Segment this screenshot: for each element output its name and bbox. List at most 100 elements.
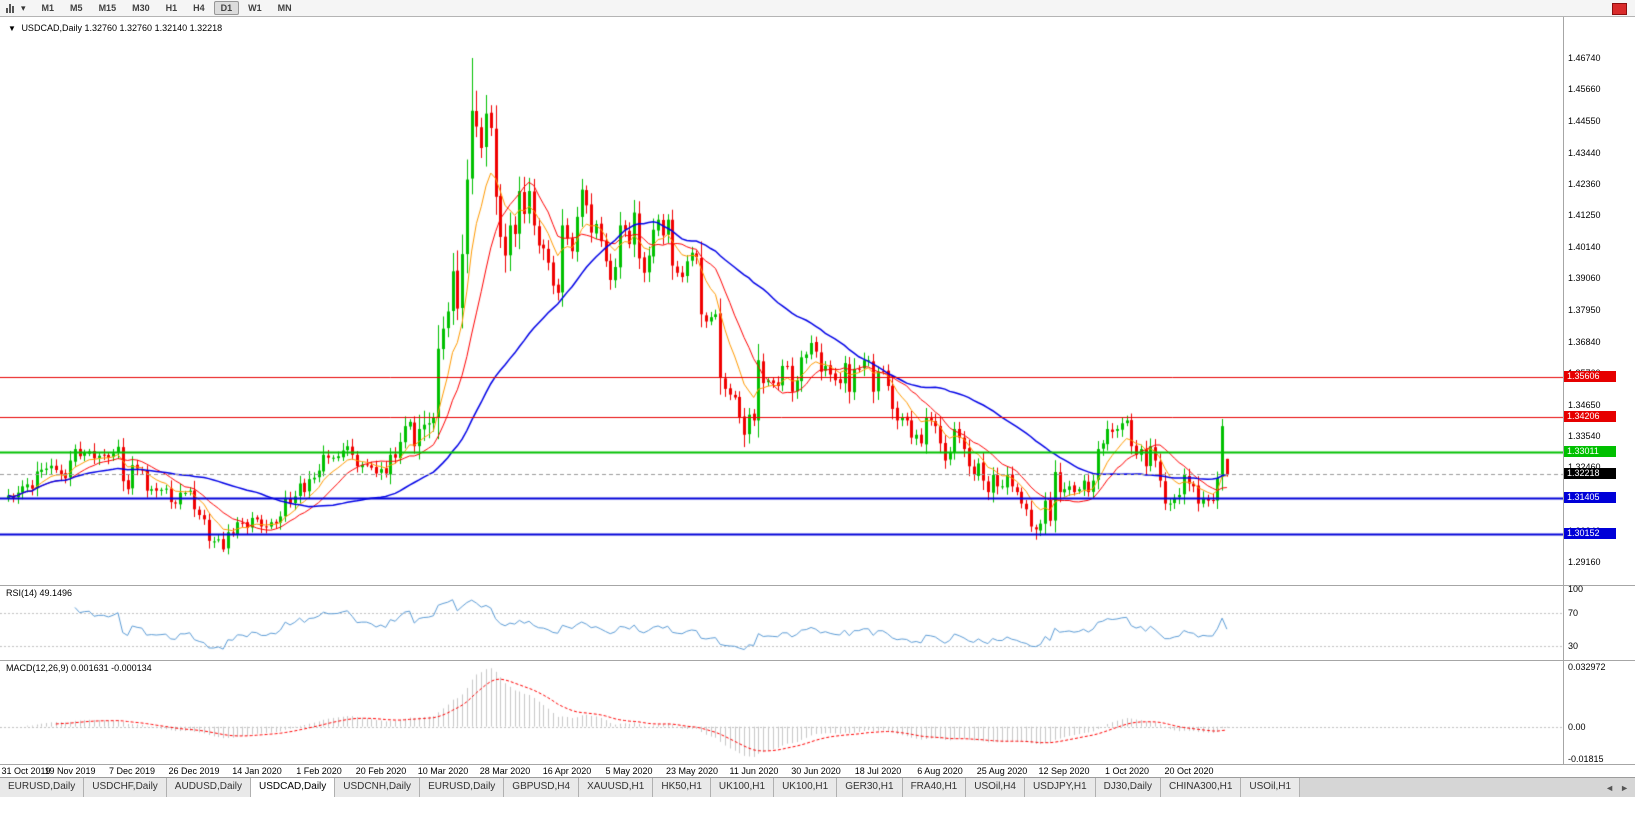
price-axis-divider bbox=[1563, 17, 1564, 765]
chart-tab-EURUSD-Daily[interactable]: EURUSD,Daily bbox=[0, 778, 85, 797]
timeframe-button-M15[interactable]: M15 bbox=[98, 3, 117, 13]
price-tick-label: 1.44550 bbox=[1568, 116, 1601, 126]
macd-indicator-panel[interactable] bbox=[0, 661, 1563, 764]
date-axis-label: 26 Dec 2019 bbox=[168, 766, 220, 776]
date-axis-label: 28 Mar 2020 bbox=[479, 766, 531, 776]
timeframe-button-M5[interactable]: M5 bbox=[70, 3, 83, 13]
chart-symbol-period: USDCAD,Daily bbox=[21, 23, 82, 33]
date-axis-label: 10 Mar 2020 bbox=[417, 766, 469, 776]
chart-tab-EURUSD-Daily[interactable]: EURUSD,Daily bbox=[420, 778, 505, 797]
tab-scroll-right-icon[interactable]: ► bbox=[1620, 782, 1629, 793]
panel-divider[interactable] bbox=[0, 660, 1635, 661]
chart-tab-XAUUSD-H1[interactable]: XAUUSD,H1 bbox=[579, 778, 654, 797]
rsi-label: RSI(14) 49.1496 bbox=[6, 588, 73, 598]
date-axis-label: 1 Oct 2020 bbox=[1104, 766, 1150, 776]
timeframe-button-D1[interactable]: D1 bbox=[213, 1, 240, 15]
chart-tab-HK50-H1[interactable]: HK50,H1 bbox=[653, 778, 711, 797]
rsi-indicator-panel[interactable] bbox=[0, 586, 1563, 660]
chart-tab-UK100-H1[interactable]: UK100,H1 bbox=[710, 778, 775, 797]
chart-ohlc-header: ▼ USDCAD,Daily 1.32760 1.32760 1.32140 1… bbox=[8, 23, 222, 33]
rsi-value: 49.1496 bbox=[39, 588, 73, 598]
date-axis-label: 20 Feb 2020 bbox=[355, 766, 407, 776]
price-tick-label: 1.42360 bbox=[1568, 179, 1601, 189]
date-axis-label: 5 May 2020 bbox=[605, 766, 653, 776]
chart-tab-USDCNH-Daily[interactable]: USDCNH,Daily bbox=[335, 778, 421, 797]
chart-tab-DJ30-Daily[interactable]: DJ30,Daily bbox=[1095, 778, 1162, 797]
price-level-tag: 1.34206 bbox=[1564, 411, 1616, 422]
date-axis-label: 16 Apr 2020 bbox=[542, 766, 592, 776]
chart-tab-USDJPY-H1[interactable]: USDJPY,H1 bbox=[1024, 778, 1096, 797]
date-axis-label: 7 Dec 2019 bbox=[108, 766, 156, 776]
chart-tab-USOil-H4[interactable]: USOil,H4 bbox=[966, 778, 1025, 797]
timeframe-button-H1[interactable]: H1 bbox=[165, 3, 178, 13]
macd-tick-label: 0.00 bbox=[1568, 722, 1586, 732]
price-tick-label: 1.34650 bbox=[1568, 400, 1601, 410]
date-axis-label: 11 Jun 2020 bbox=[729, 766, 779, 776]
price-tick-label: 1.29160 bbox=[1568, 557, 1601, 567]
panel-divider[interactable] bbox=[0, 585, 1635, 586]
date-axis-label: 19 Nov 2019 bbox=[44, 766, 96, 776]
dropdown-caret-icon[interactable]: ▾ bbox=[21, 2, 26, 13]
ohlc-low: 1.32140 bbox=[154, 23, 188, 33]
timeframe-button-M1[interactable]: M1 bbox=[41, 3, 55, 13]
price-tick-label: 1.37950 bbox=[1568, 305, 1601, 315]
price-tick-label: 1.32460 bbox=[1568, 462, 1601, 472]
macd-signal-value: -0.000134 bbox=[111, 663, 152, 673]
tab-scroll-left-icon[interactable]: ◄ bbox=[1605, 782, 1615, 793]
price-tick-label: 1.39060 bbox=[1568, 273, 1601, 283]
date-axis-label: 25 Aug 2020 bbox=[976, 766, 1028, 776]
price-level-tag: 1.30152 bbox=[1564, 528, 1616, 539]
macd-tick-label: 0.032972 bbox=[1568, 662, 1606, 672]
price-level-tag: 1.31405 bbox=[1564, 492, 1616, 503]
rsi-tick-label: 100 bbox=[1568, 584, 1584, 594]
timeframe-button-MN[interactable]: MN bbox=[277, 3, 292, 13]
price-level-tag: 1.33011 bbox=[1564, 446, 1616, 457]
panel-divider bbox=[0, 764, 1635, 765]
chart-tab-GER30-H1[interactable]: GER30,H1 bbox=[837, 778, 903, 797]
timeframe-button-W1[interactable]: W1 bbox=[248, 3, 262, 13]
chart-tab-GBPUSD-H4[interactable]: GBPUSD,H4 bbox=[504, 778, 580, 797]
macd-label: MACD(12,26,9) 0.001631 -0.000134 bbox=[6, 663, 152, 673]
date-axis-label: 1 Feb 2020 bbox=[296, 766, 342, 776]
date-axis-label: 23 May 2020 bbox=[665, 766, 719, 776]
price-tick-label: 1.46740 bbox=[1568, 53, 1601, 63]
date-axis-label: 18 Jul 2020 bbox=[854, 766, 902, 776]
price-tick-label: 1.43440 bbox=[1568, 148, 1601, 158]
toolbar-red-icon[interactable] bbox=[1612, 3, 1627, 15]
rsi-tick-label: 30 bbox=[1568, 641, 1579, 651]
chart-tab-AUDUSD-Daily[interactable]: AUDUSD,Daily bbox=[166, 778, 252, 797]
timeframe-button-M30[interactable]: M30 bbox=[132, 3, 150, 13]
chart-type-icon[interactable] bbox=[6, 3, 15, 13]
price-level-tag: 1.35606 bbox=[1564, 371, 1616, 382]
rsi-tick-label: 70 bbox=[1568, 608, 1579, 618]
chart-tab-USDCAD-Daily[interactable]: USDCAD,Daily bbox=[251, 778, 336, 797]
price-tick-label: 1.41250 bbox=[1568, 210, 1601, 220]
timeframe-button-H4[interactable]: H4 bbox=[193, 3, 205, 13]
date-axis-label: 31 Oct 2019 bbox=[1, 766, 51, 776]
chart-tab-FRA40-H1[interactable]: FRA40,H1 bbox=[902, 778, 967, 797]
chart-tab-UK100-H1[interactable]: UK100,H1 bbox=[774, 778, 838, 797]
price-tick-label: 1.36840 bbox=[1568, 337, 1601, 347]
date-axis-label: 6 Aug 2020 bbox=[917, 766, 963, 776]
chart-tab-USOil-H1[interactable]: USOil,H1 bbox=[1241, 778, 1301, 797]
macd-main-value: 0.001631 bbox=[71, 663, 109, 673]
chart-tab-USDCHF-Daily[interactable]: USDCHF,Daily bbox=[84, 778, 167, 797]
timeframe-toolbar: ▾ M1 M5 M15 M30 H1 H4 D1 W1 MN bbox=[0, 0, 1635, 17]
date-axis-label: 30 Jun 2020 bbox=[791, 766, 841, 776]
price-tick-label: 1.45660 bbox=[1568, 84, 1601, 94]
date-axis-label: 14 Jan 2020 bbox=[232, 766, 282, 776]
macd-tick-label: -0.01815 bbox=[1568, 754, 1604, 764]
price-tick-label: 1.33540 bbox=[1568, 431, 1601, 441]
ohlc-high: 1.32760 bbox=[119, 23, 153, 33]
date-axis-label: 20 Oct 2020 bbox=[1164, 766, 1214, 776]
chart-tab-bar: EURUSD,Daily USDCHF,Daily AUDUSD,Daily USDC… bbox=[0, 777, 1635, 797]
chart-tab-CHINA300-H1[interactable]: CHINA300,H1 bbox=[1161, 778, 1242, 797]
price-tick-label: 1.40140 bbox=[1568, 242, 1601, 252]
date-axis-label: 12 Sep 2020 bbox=[1038, 766, 1090, 776]
ohlc-open: 1.32760 bbox=[84, 23, 118, 33]
main-price-chart[interactable] bbox=[0, 17, 1563, 585]
ohlc-close: 1.32218 bbox=[189, 23, 223, 33]
price-level-tag: 1.32218 bbox=[1564, 468, 1616, 479]
tab-scroll-arrows: ◄ ► bbox=[1599, 778, 1635, 797]
